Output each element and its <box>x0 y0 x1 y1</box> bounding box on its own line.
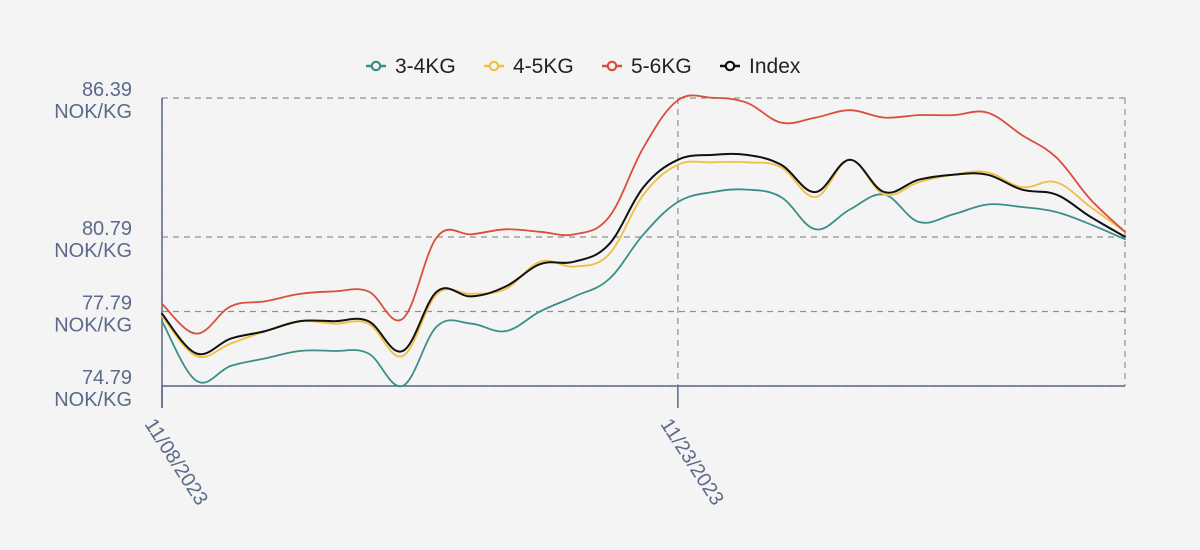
y-tick-label: 74.79 NOK/KG <box>54 367 132 411</box>
x-tick-label: 11/08/2023 <box>140 415 212 510</box>
y-tick-unit: NOK/KG <box>54 315 132 337</box>
y-tick-label: 80.79 NOK/KG <box>54 218 132 262</box>
legend-item-index[interactable]: Index <box>720 55 801 78</box>
legend-label: Index <box>749 55 801 78</box>
series-line-3-4kg <box>161 188 1126 387</box>
y-tick-label: 86.39 NOK/KG <box>54 79 132 123</box>
x-tick-label: 11/23/2023 <box>656 415 728 510</box>
legend-label: 5-6KG <box>631 55 692 78</box>
y-tick-value: 80.79 <box>82 218 132 240</box>
series-line-4-5kg <box>161 158 1126 358</box>
legend: 3-4KG 4-5KG 5-6KG Index <box>366 55 801 78</box>
y-tick-label: 77.79 NOK/KG <box>54 293 132 337</box>
legend-item-5-6kg[interactable]: 5-6KG <box>602 55 692 78</box>
legend-label: 3-4KG <box>395 55 456 78</box>
legend-label: 4-5KG <box>513 55 574 78</box>
y-tick-value: 77.79 <box>82 293 132 315</box>
y-tick-value: 74.79 <box>82 367 132 389</box>
legend-marker-icon <box>488 60 500 72</box>
legend-marker-icon <box>724 60 736 72</box>
legend-item-3-4kg[interactable]: 3-4KG <box>366 55 456 78</box>
series-lines <box>161 94 1126 387</box>
legend-item-4-5kg[interactable]: 4-5KG <box>484 55 574 78</box>
legend-marker-icon <box>606 60 618 72</box>
y-tick-unit: NOK/KG <box>54 240 132 262</box>
y-tick-unit: NOK/KG <box>54 101 132 123</box>
y-tick-unit: NOK/KG <box>54 389 132 411</box>
series-line-5-6kg <box>161 94 1126 335</box>
series-line-index <box>161 152 1126 356</box>
legend-marker-icon <box>370 60 382 72</box>
grid <box>161 97 1126 387</box>
y-tick-value: 86.39 <box>82 79 132 101</box>
